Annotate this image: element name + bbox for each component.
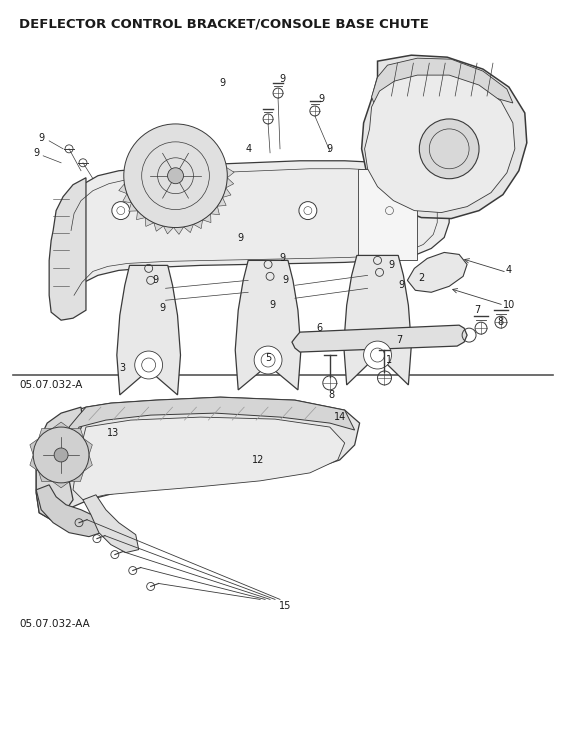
Polygon shape [38,428,53,438]
Text: 9: 9 [160,303,166,313]
Text: 9: 9 [237,234,243,243]
Text: 8: 8 [498,317,504,327]
Circle shape [124,124,228,227]
Text: 9: 9 [398,280,405,290]
Text: 6: 6 [317,323,323,333]
Polygon shape [365,75,515,213]
Polygon shape [183,224,194,232]
Polygon shape [362,55,527,218]
Polygon shape [119,184,127,194]
Text: 4: 4 [245,144,251,154]
Text: 7: 7 [396,335,402,345]
Circle shape [363,341,392,369]
Polygon shape [408,252,467,292]
Text: 9: 9 [33,148,39,158]
Text: 9: 9 [282,276,288,285]
Text: 5: 5 [265,353,271,363]
Polygon shape [38,471,53,482]
Text: 8: 8 [329,390,335,400]
Text: 14: 14 [333,412,346,422]
Text: 05.07.032-A: 05.07.032-A [19,380,83,390]
Polygon shape [53,482,70,488]
Circle shape [33,427,89,483]
Polygon shape [154,223,164,231]
Circle shape [380,202,398,220]
Polygon shape [226,178,234,188]
Polygon shape [84,455,92,471]
Text: 4: 4 [506,265,512,276]
Polygon shape [73,417,345,500]
Polygon shape [70,471,84,482]
Text: 9: 9 [279,74,285,84]
Polygon shape [36,485,101,537]
Text: 9: 9 [319,94,325,104]
Polygon shape [203,214,211,223]
Polygon shape [30,438,38,455]
Polygon shape [292,325,467,352]
Circle shape [54,448,68,462]
Circle shape [168,168,183,184]
Text: 9: 9 [269,301,275,310]
Polygon shape [174,227,183,235]
Circle shape [419,119,479,179]
Text: 3: 3 [120,363,126,373]
Polygon shape [36,407,83,520]
Circle shape [190,202,207,220]
Polygon shape [211,206,220,215]
Text: 9: 9 [153,276,158,285]
Polygon shape [164,226,174,234]
Polygon shape [69,397,355,440]
Text: 9: 9 [327,144,333,154]
Text: 9: 9 [279,254,285,263]
Polygon shape [226,168,234,178]
Polygon shape [128,203,138,211]
Text: 12: 12 [252,455,264,465]
Polygon shape [194,220,203,229]
Text: 05.07.032-AA: 05.07.032-AA [19,619,90,630]
Circle shape [135,351,162,379]
Polygon shape [145,218,154,226]
Polygon shape [123,194,131,203]
Polygon shape [371,58,513,107]
Polygon shape [59,161,449,310]
Polygon shape [84,438,92,455]
Circle shape [112,202,130,220]
Text: 13: 13 [107,428,119,438]
Text: 9: 9 [388,260,395,270]
Text: DEFLECTOR CONTROL BRACKET/CONSOLE BASE CHUTE: DEFLECTOR CONTROL BRACKET/CONSOLE BASE C… [19,18,429,30]
Polygon shape [83,495,139,553]
Text: 15: 15 [279,601,291,611]
Text: 9: 9 [38,133,44,143]
Circle shape [299,202,317,220]
Text: 2: 2 [418,273,424,284]
Polygon shape [30,455,38,471]
Polygon shape [49,177,86,320]
Polygon shape [53,422,70,428]
Polygon shape [136,211,145,220]
Polygon shape [117,265,181,395]
Polygon shape [70,428,84,438]
Polygon shape [358,169,417,260]
Polygon shape [36,397,359,520]
Polygon shape [217,197,226,206]
Circle shape [254,346,282,374]
Text: 10: 10 [503,301,515,310]
Text: 9: 9 [219,78,225,88]
Polygon shape [235,260,301,390]
Polygon shape [344,255,411,385]
Polygon shape [222,188,231,197]
Text: 1: 1 [387,355,393,365]
Text: 7: 7 [474,305,480,315]
